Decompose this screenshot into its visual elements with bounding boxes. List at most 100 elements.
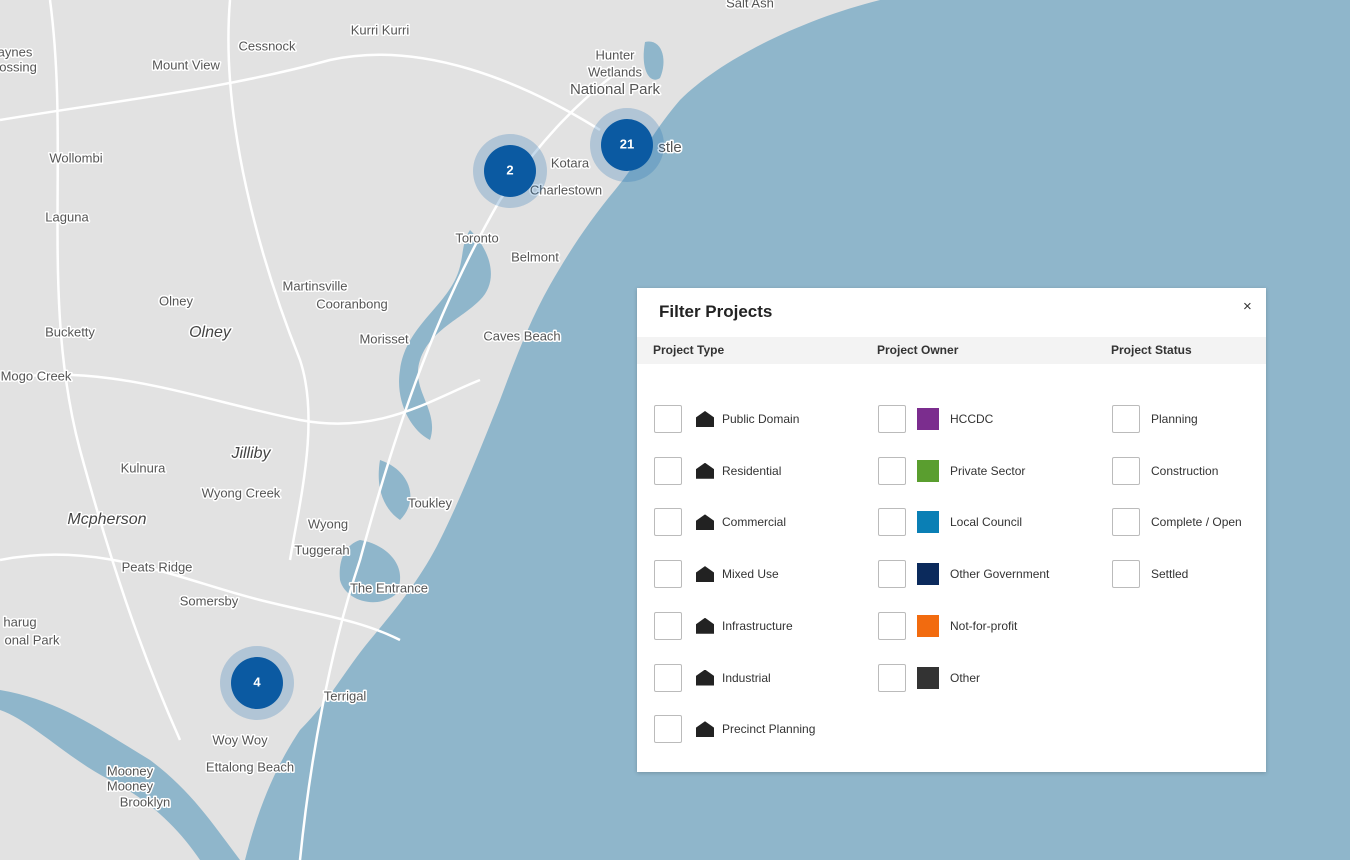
checkbox[interactable]	[878, 405, 906, 433]
type-icon	[696, 411, 714, 427]
filter-panel: Filter Projects × Project Type Public Dom…	[637, 288, 1266, 772]
checkbox[interactable]	[1112, 560, 1140, 589]
place-label: Wollombi	[49, 150, 102, 165]
checkbox[interactable]	[878, 663, 906, 692]
place-label: Cooranbong	[316, 296, 388, 311]
place-label: Mcpherson	[67, 511, 146, 528]
place-label: Laguna	[45, 209, 89, 224]
place-label: Mount View	[152, 57, 220, 72]
cluster-count: 2	[506, 162, 513, 177]
place-label: Terrigal	[324, 688, 367, 703]
cluster[interactable]: 21	[590, 108, 664, 182]
checkbox[interactable]	[878, 456, 906, 485]
checkbox[interactable]	[654, 456, 682, 485]
column-heading: Project Owner	[877, 343, 959, 357]
owner-swatch	[917, 563, 939, 586]
cluster-dot	[231, 657, 283, 709]
place-label: Toukley	[408, 495, 453, 510]
place-label: Martinsville	[282, 278, 347, 293]
place-label: Mooney	[107, 763, 154, 778]
place-label: ossing	[0, 59, 37, 74]
checkbox[interactable]	[1112, 508, 1140, 537]
place-label: The Entrance	[350, 580, 428, 595]
column-heading: Project Type	[653, 343, 725, 357]
cluster-dot	[484, 145, 536, 197]
option-label: Construction	[1151, 463, 1219, 478]
place-label: Brooklyn	[120, 794, 171, 809]
place-label: aynes	[0, 44, 33, 59]
type-icon	[696, 669, 714, 686]
place-label: Olney	[189, 324, 232, 341]
place-label: Wyong	[308, 516, 348, 531]
place-label: Charlestown	[530, 182, 602, 197]
road	[0, 373, 481, 425]
checkbox[interactable]	[1112, 405, 1140, 433]
checkbox[interactable]	[654, 715, 682, 744]
lake	[378, 460, 411, 520]
owner-swatch	[917, 614, 939, 637]
road	[0, 53, 601, 132]
road	[48, 0, 182, 741]
option-label: Planning	[1151, 412, 1198, 426]
cluster-count: 21	[620, 136, 634, 151]
option-label: Industrial	[722, 670, 771, 685]
place-label: stle	[658, 139, 681, 156]
roads	[0, 0, 621, 860]
type-icon	[696, 462, 714, 479]
option-label: Other	[950, 670, 981, 685]
checkbox[interactable]	[1112, 456, 1140, 485]
checkbox[interactable]	[654, 560, 682, 589]
place-label: Mooney	[107, 778, 154, 793]
place-label: Mogo Creek	[1, 368, 72, 383]
place-label: Caves Beach	[483, 328, 560, 343]
lake	[399, 230, 491, 440]
place-label: Woy Woy	[212, 732, 268, 747]
lake	[339, 540, 401, 603]
type-icon	[696, 617, 714, 634]
checkbox[interactable]	[654, 611, 682, 640]
checkbox[interactable]	[878, 560, 906, 589]
cluster-count: 4	[253, 674, 261, 689]
type-icon	[696, 514, 714, 531]
type-icon	[696, 566, 714, 583]
header-row	[637, 337, 1266, 364]
lake	[643, 41, 664, 80]
place-label: Morisset	[359, 331, 409, 346]
option-label: Settled	[1151, 567, 1189, 582]
option-label: Complete / Open	[1151, 515, 1242, 530]
option-label: Residential	[722, 463, 782, 478]
place-label: Belmont	[511, 249, 559, 264]
checkbox[interactable]	[878, 611, 906, 640]
place-label: Peats Ridge	[122, 559, 193, 574]
close-button[interactable]: ×	[1243, 298, 1252, 315]
place-label: Bucketty	[45, 324, 95, 339]
option-label: Not-for-profit	[950, 618, 1018, 633]
river	[0, 690, 240, 860]
place-label: Tuggerah	[294, 542, 349, 557]
place-label: Ettalong Beach	[206, 759, 294, 774]
land	[0, 0, 880, 860]
checkbox[interactable]	[878, 508, 906, 537]
owner-swatch	[917, 666, 939, 689]
place-label: Olney	[159, 293, 193, 308]
place-label: Kulnura	[121, 460, 167, 475]
option-label: Local Council	[950, 515, 1023, 530]
place-label: Somersby	[180, 593, 239, 608]
place-label: National Park	[570, 81, 661, 98]
checkbox[interactable]	[654, 508, 682, 537]
place-label: Wyong Creek	[202, 485, 281, 500]
cluster-dot	[601, 119, 653, 171]
place-label: Cessnock	[238, 38, 296, 53]
option-label: Mixed Use	[722, 567, 779, 582]
place-label: Toronto	[455, 230, 498, 245]
panel-title: Filter Projects	[659, 302, 773, 321]
cluster[interactable]: 2	[473, 134, 547, 208]
place-label: Hunter	[595, 47, 635, 62]
option-label: Other Government	[950, 567, 1050, 582]
checkbox[interactable]	[654, 405, 682, 433]
place-label: Salt Ash	[726, 0, 774, 10]
cluster[interactable]: 4	[220, 646, 294, 720]
type-icon	[696, 721, 714, 738]
checkbox[interactable]	[654, 663, 682, 692]
